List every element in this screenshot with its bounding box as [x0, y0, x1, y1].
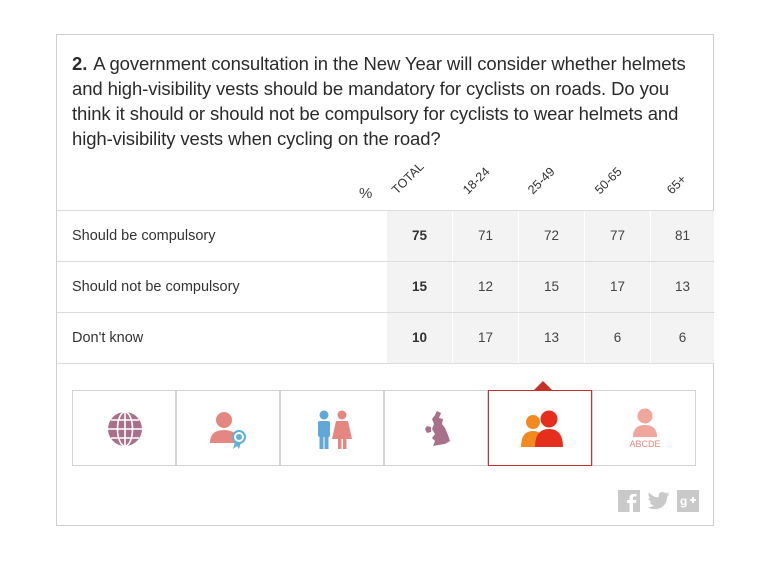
filter-tab-gender[interactable]	[280, 390, 384, 466]
gender-icon	[318, 410, 352, 449]
cell-50-65: 77	[584, 211, 650, 261]
cell-50-65: 6	[584, 313, 650, 363]
filter-tab-social-grade[interactable]	[176, 390, 280, 466]
cell-total: 75	[387, 211, 452, 261]
unit-label: %	[359, 185, 373, 202]
question-body: A government consultation in the New Yea…	[72, 53, 686, 149]
question-number: 2.	[72, 53, 88, 74]
table-rule	[57, 312, 713, 313]
cell-25-49: 15	[518, 262, 584, 312]
table-row: Don't know 10 17 13 6 6	[57, 313, 714, 363]
age-icon	[521, 410, 563, 447]
cell-65plus: 81	[650, 211, 714, 261]
row-label: Don't know	[72, 330, 144, 346]
cell-total: 10	[387, 313, 452, 363]
cell-65plus: 6	[650, 313, 714, 363]
twitter-share-button[interactable]	[647, 490, 670, 512]
facebook-share-button[interactable]	[618, 490, 640, 512]
uk-region-icon	[425, 411, 450, 446]
filter-tab-region[interactable]	[384, 390, 488, 466]
cell-25-49: 13	[518, 313, 584, 363]
active-filter-caret	[534, 381, 552, 390]
row-label: Should be compulsory	[72, 228, 216, 244]
social-grade-icon	[210, 412, 246, 449]
question-text: 2. A government consultation in the New Y…	[72, 51, 692, 151]
table-row: Should be compulsory 75 71 72 77 81	[57, 211, 714, 261]
cell-18-24: 71	[452, 211, 518, 261]
column-header-total: TOTAL	[389, 159, 427, 197]
row-label: Should not be compulsory	[72, 279, 240, 295]
filter-tab-all[interactable]	[72, 390, 176, 466]
google-plus-share-button[interactable]: g	[677, 490, 699, 512]
column-header-50-65: 50-65	[592, 164, 625, 197]
table-rule	[57, 261, 713, 262]
globe-icon	[108, 411, 142, 447]
cell-25-49: 72	[518, 211, 584, 261]
cell-50-65: 17	[584, 262, 650, 312]
cell-65plus: 13	[650, 262, 714, 312]
cell-18-24: 17	[452, 313, 518, 363]
table-rule	[57, 210, 713, 211]
cell-18-24: 12	[452, 262, 518, 312]
table-row: Should not be compulsory 15 12 15 17 13	[57, 262, 714, 312]
column-header-65plus: 65+	[664, 172, 690, 197]
filter-tab-age[interactable]	[488, 390, 592, 466]
table-rule	[57, 363, 713, 364]
svg-text:g: g	[680, 494, 687, 508]
filter-tabs: ABCDE	[72, 390, 700, 468]
filter-tab-social-class[interactable]: ABCDE	[592, 390, 696, 466]
column-header-18-24: 18-24	[460, 164, 493, 197]
poll-card: 2. A government consultation in the New Y…	[56, 34, 714, 526]
twitter-icon	[647, 492, 670, 510]
google-plus-icon: g	[677, 490, 699, 512]
social-class-caption: ABCDE	[629, 439, 660, 449]
social-class-icon: ABCDE	[629, 408, 661, 449]
facebook-icon	[618, 490, 640, 512]
cell-total: 15	[387, 262, 452, 312]
column-header-25-49: 25-49	[525, 164, 558, 197]
